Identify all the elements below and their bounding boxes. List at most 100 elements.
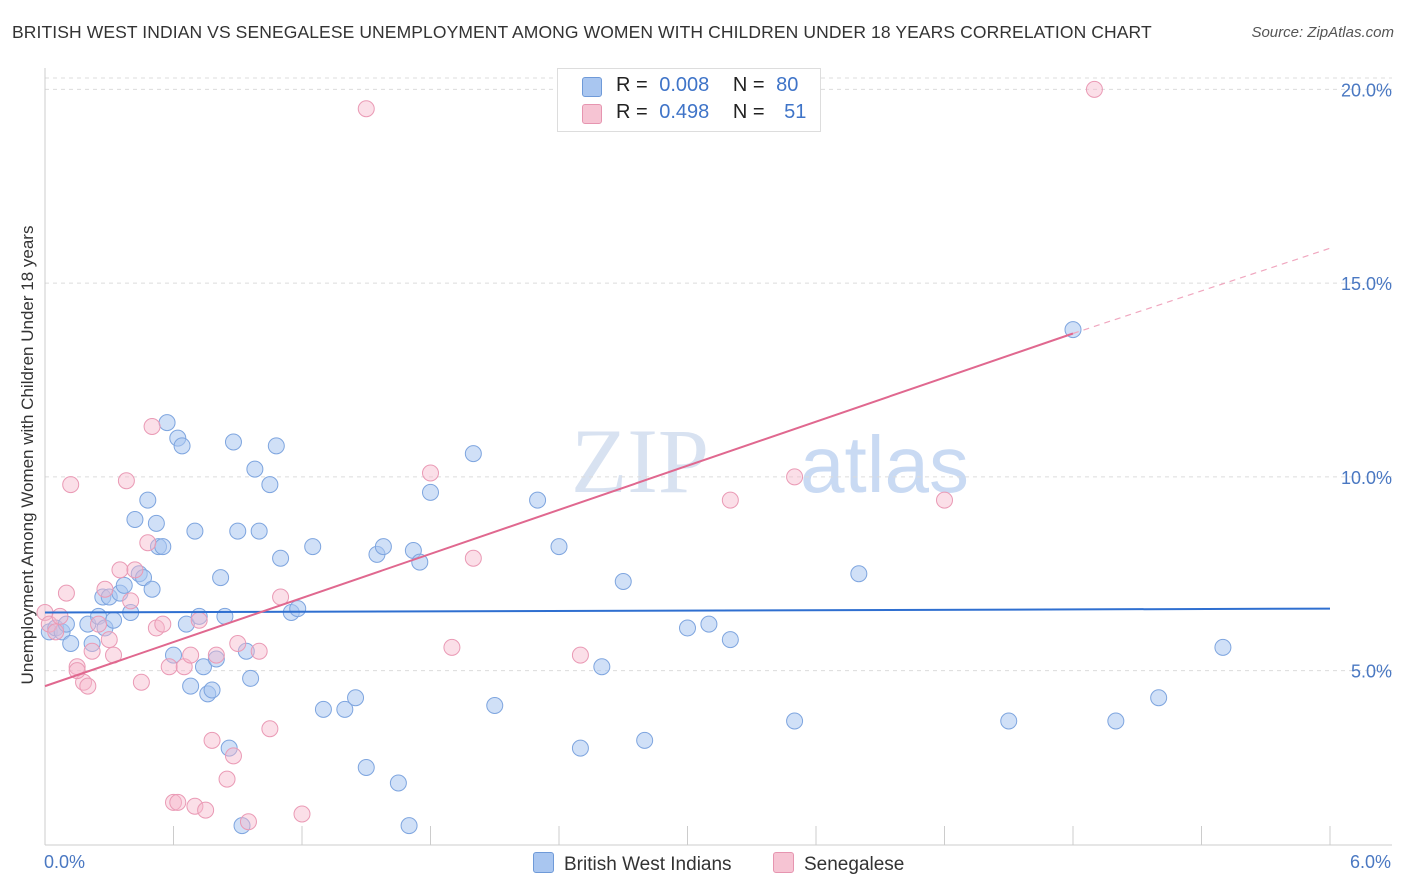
- point-british-west-indians: [207, 650, 225, 668]
- point-senegalese: [207, 646, 225, 664]
- point-british-west-indians: [464, 445, 482, 463]
- point-senegalese: [96, 580, 114, 598]
- point-senegalese: [239, 813, 257, 831]
- point-british-west-indians: [173, 437, 191, 455]
- point-british-west-indians: [246, 460, 264, 478]
- trendline-senegalese: [44, 332, 1074, 688]
- point-senegalese: [571, 646, 589, 664]
- bottom-legend-series2: Senegalese: [773, 852, 904, 876]
- legend-r-label: R =: [616, 74, 648, 96]
- point-british-west-indians: [267, 437, 285, 455]
- point-british-west-indians: [105, 611, 123, 629]
- point-british-west-indians: [1150, 689, 1168, 707]
- point-british-west-indians: [721, 631, 739, 649]
- point-british-west-indians: [1000, 712, 1018, 730]
- point-british-west-indians: [177, 615, 195, 633]
- point-senegalese: [90, 615, 108, 633]
- point-british-west-indians: [220, 739, 238, 757]
- point-senegalese: [443, 638, 461, 656]
- point-british-west-indians: [529, 491, 547, 509]
- point-senegalese: [100, 631, 118, 649]
- chart-title: BRITISH WEST INDIAN VS SENEGALESE UNEMPL…: [12, 22, 1152, 42]
- point-senegalese: [165, 793, 182, 811]
- point-british-west-indians: [1107, 712, 1125, 730]
- point-british-west-indians: [786, 712, 804, 730]
- point-british-west-indians: [261, 476, 279, 494]
- point-senegalese: [190, 611, 208, 629]
- point-british-west-indians: [250, 522, 268, 540]
- point-british-west-indians: [203, 681, 221, 699]
- point-british-west-indians: [304, 538, 322, 556]
- point-british-west-indians: [1064, 321, 1082, 339]
- point-british-west-indians: [614, 573, 632, 590]
- point-british-west-indians: [158, 414, 176, 432]
- watermark: ZIP: [571, 410, 709, 512]
- point-senegalese: [186, 797, 204, 815]
- point-british-west-indians: [400, 817, 418, 835]
- point-british-west-indians: [272, 549, 290, 567]
- point-senegalese: [111, 561, 129, 579]
- point-british-west-indians: [143, 580, 161, 598]
- point-british-west-indians: [850, 565, 868, 583]
- point-senegalese: [218, 770, 236, 788]
- point-senegalese: [182, 646, 200, 664]
- legend-swatch-series1: [582, 77, 602, 97]
- point-senegalese: [160, 658, 178, 676]
- point-senegalese: [57, 584, 75, 602]
- point-senegalese: [261, 720, 279, 738]
- y-tick-label: 10.0%: [1341, 468, 1392, 488]
- point-british-west-indians: [126, 511, 144, 528]
- point-british-west-indians: [336, 700, 354, 718]
- legend-n-value: 51: [784, 101, 807, 123]
- point-british-west-indians: [154, 538, 172, 556]
- point-british-west-indians: [212, 569, 230, 587]
- point-british-west-indians: [389, 774, 407, 792]
- point-british-west-indians: [139, 491, 157, 509]
- point-british-west-indians: [571, 739, 589, 757]
- legend-stats-series2: R = 0.498 N = 51: [616, 101, 806, 124]
- point-british-west-indians: [593, 658, 611, 676]
- point-senegalese: [62, 476, 80, 494]
- legend-swatch-series2: [582, 104, 602, 124]
- point-senegalese: [126, 561, 144, 579]
- point-british-west-indians: [636, 731, 654, 749]
- y-tick-label: 5.0%: [1351, 662, 1392, 682]
- point-senegalese: [132, 673, 150, 691]
- point-senegalese: [47, 623, 65, 641]
- point-british-west-indians: [1214, 638, 1232, 656]
- legend-r-label: R =: [616, 101, 648, 123]
- bottom-legend-swatch-series1: [533, 852, 554, 873]
- y-tick-label: 20.0%: [1341, 80, 1392, 100]
- x-tick-label-min: 0.0%: [44, 852, 86, 872]
- point-british-west-indians: [550, 538, 568, 556]
- point-british-west-indians: [62, 635, 80, 652]
- x-tick-label-max: 6.0%: [1350, 852, 1392, 872]
- point-british-west-indians: [357, 759, 375, 776]
- point-british-west-indians: [147, 514, 165, 532]
- legend-n-label: N =: [732, 74, 765, 96]
- point-senegalese: [79, 677, 97, 695]
- point-senegalese: [464, 549, 482, 567]
- point-senegalese: [224, 747, 242, 765]
- point-senegalese: [786, 468, 804, 486]
- point-british-west-indians: [182, 677, 200, 695]
- point-senegalese: [197, 801, 215, 819]
- point-british-west-indians: [374, 538, 392, 556]
- point-senegalese: [51, 607, 69, 625]
- bottom-legend-label-series2: Senegalese: [804, 854, 905, 875]
- bottom-legend-series1: British West Indians: [533, 852, 732, 876]
- point-british-west-indians: [186, 522, 204, 540]
- point-senegalese: [83, 642, 101, 660]
- point-senegalese: [1085, 80, 1103, 98]
- point-senegalese: [250, 642, 268, 660]
- y-tick-label: 15.0%: [1341, 274, 1392, 294]
- point-british-west-indians: [700, 615, 718, 633]
- point-senegalese: [117, 472, 135, 490]
- point-british-west-indians: [679, 619, 696, 637]
- point-british-west-indians: [224, 433, 242, 451]
- point-british-west-indians: [194, 658, 212, 676]
- legend-r-value: 0.008: [659, 74, 710, 96]
- chart-source: Source: ZipAtlas.com: [1251, 24, 1394, 41]
- point-senegalese: [122, 592, 140, 610]
